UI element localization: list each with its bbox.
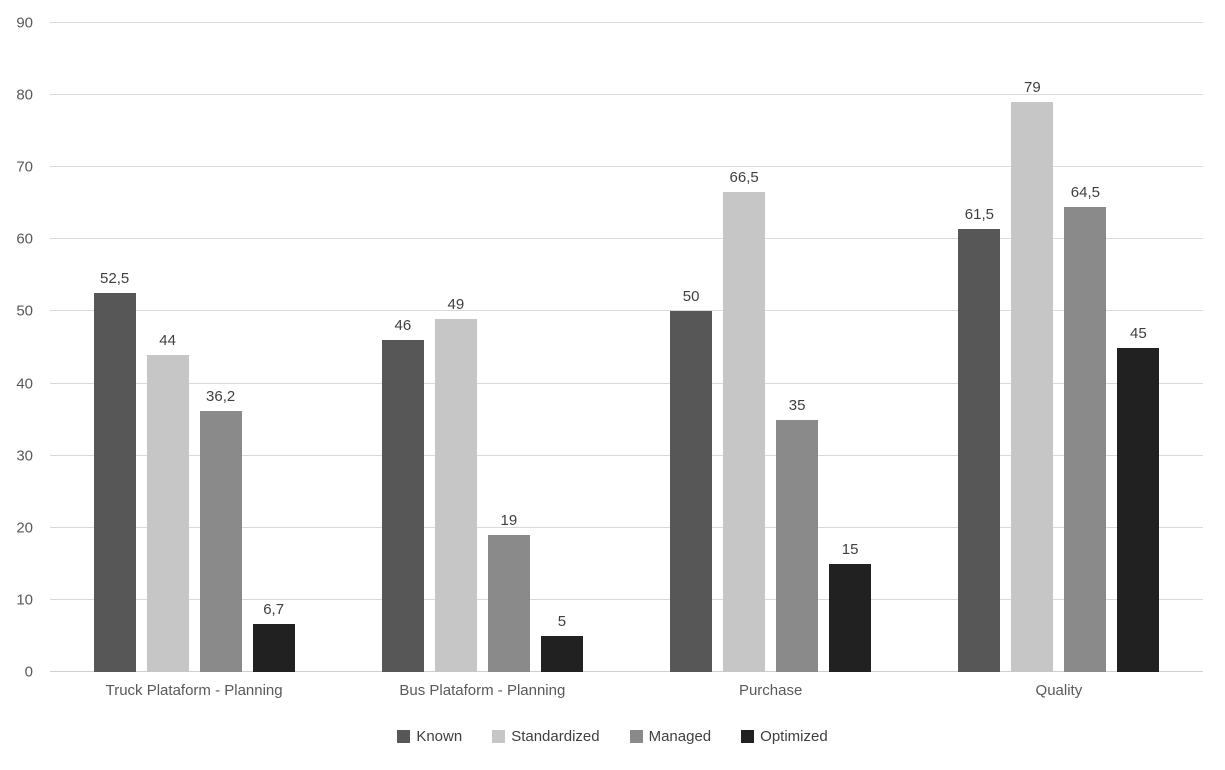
bar-group: 46 49 19 5 xyxy=(338,23,626,672)
bar-column: 66,5 xyxy=(723,23,766,672)
y-tick-label: 60 xyxy=(16,230,33,248)
y-tick-label: 0 xyxy=(24,663,33,681)
bar-group: 52,5 44 36,2 6,7 xyxy=(50,23,338,672)
bar-column: 79 xyxy=(1011,23,1054,672)
bar xyxy=(434,318,477,672)
bar-column: 19 xyxy=(487,23,530,672)
gridline xyxy=(50,238,1203,240)
x-category-label: Purchase xyxy=(738,682,803,699)
legend-item: Managed xyxy=(629,728,712,745)
y-tick-label: 30 xyxy=(16,447,33,465)
bar-value-label: 5 xyxy=(557,612,567,630)
bar-value-label: 49 xyxy=(447,295,465,313)
bar-column: 15 xyxy=(829,23,872,672)
x-axis: Truck Plataform - Planning Bus Plataform … xyxy=(50,682,1203,699)
gridline xyxy=(50,22,1203,23)
bar-value-label: 61,5 xyxy=(964,205,994,223)
bar-value-label: 64,5 xyxy=(1070,183,1100,201)
x-category-label: Truck Plataform - Planning xyxy=(105,682,283,699)
bar-column: 44 xyxy=(146,23,189,672)
x-category-label: Quality xyxy=(1035,682,1083,699)
y-tick-label: 10 xyxy=(16,591,33,609)
gridline xyxy=(50,94,1203,96)
bar xyxy=(146,354,189,672)
legend-label: Known xyxy=(416,728,463,745)
bar-value-label: 44 xyxy=(159,331,176,349)
y-tick-label: 80 xyxy=(16,86,33,104)
legend-label: Optimized xyxy=(760,728,828,745)
y-tick-label: 90 xyxy=(16,14,33,32)
bar xyxy=(252,623,295,672)
bar-group: 50 66,5 35 15 xyxy=(627,23,915,672)
gridline xyxy=(50,310,1203,312)
bar-value-label: 6,7 xyxy=(263,600,285,618)
bar xyxy=(776,419,819,672)
legend: Known Standardized Managed Optimized xyxy=(0,729,1225,744)
bar-column: 6,7 xyxy=(252,23,295,672)
bar-group: 61,5 79 64,5 45 xyxy=(915,23,1203,672)
y-axis: 0 10 20 30 40 50 60 70 80 90 xyxy=(0,16,40,680)
bar-column: 36,2 xyxy=(199,23,242,672)
bar xyxy=(487,535,530,672)
bar xyxy=(381,340,424,672)
bar-column: 61,5 xyxy=(958,23,1001,672)
bar xyxy=(1011,102,1054,672)
bar-value-label: 52,5 xyxy=(100,270,130,288)
gridline xyxy=(50,598,1203,600)
bar-column: 45 xyxy=(1117,23,1160,672)
bar xyxy=(829,563,872,672)
bar xyxy=(540,635,583,672)
bar-value-label: 19 xyxy=(500,512,518,529)
legend-label: Standardized xyxy=(511,728,600,745)
legend-label: Managed xyxy=(648,728,712,745)
bar xyxy=(1117,347,1160,672)
legend-swatch-icon xyxy=(397,730,411,743)
bar-column: 5 xyxy=(540,23,583,672)
bar xyxy=(1064,206,1107,672)
bar-value-label: 46 xyxy=(394,317,412,335)
gridline xyxy=(50,166,1203,168)
legend-swatch-icon xyxy=(741,730,755,743)
x-axis-baseline xyxy=(50,671,1203,672)
bar xyxy=(199,410,242,672)
bars-layer: 52,5 44 36,2 6,7 46 49 19 5 50 66,5 35 15 61,5 79 64,5… xyxy=(50,23,1203,672)
bar xyxy=(670,311,713,672)
legend-swatch-icon xyxy=(629,730,643,743)
plot-area: 52,5 44 36,2 6,7 46 49 19 5 50 66,5 35 15 61,5 79 64,5… xyxy=(50,22,1203,672)
bar-value-label: 66,5 xyxy=(729,169,759,187)
legend-swatch-icon xyxy=(492,730,506,743)
gridline xyxy=(50,454,1203,456)
bar-value-label: 45 xyxy=(1130,324,1147,342)
gridline xyxy=(50,526,1203,528)
y-tick-label: 20 xyxy=(16,519,33,537)
bar xyxy=(93,293,136,672)
legend-item: Optimized xyxy=(741,729,828,744)
bar-value-label: 50 xyxy=(682,288,700,306)
y-tick-label: 50 xyxy=(16,302,33,320)
bar-column: 46 xyxy=(381,23,424,672)
bar xyxy=(723,192,766,672)
bar-column: 35 xyxy=(776,23,819,672)
bar-column: 52,5 xyxy=(93,23,136,672)
y-tick-label: 40 xyxy=(16,375,33,393)
x-category-label: Bus Plataform - Planning xyxy=(399,682,566,699)
gridline xyxy=(50,382,1203,384)
legend-item: Known xyxy=(397,729,462,744)
bar-value-label: 36,2 xyxy=(206,387,236,405)
y-tick-label: 70 xyxy=(16,158,33,176)
bar-column: 50 xyxy=(670,23,713,672)
bar-column: 64,5 xyxy=(1064,23,1107,672)
bar-column: 49 xyxy=(434,23,477,672)
bar xyxy=(958,228,1001,672)
bar-value-label: 79 xyxy=(1024,79,1041,97)
legend-item: Standardized xyxy=(492,728,600,745)
bar-value-label: 35 xyxy=(788,396,806,414)
bar-value-label: 15 xyxy=(841,540,859,558)
